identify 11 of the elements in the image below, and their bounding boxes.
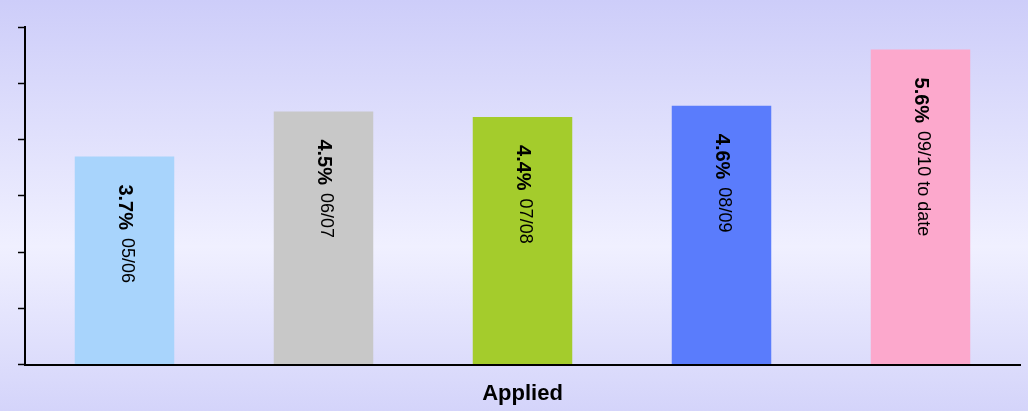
x-tick-label: 08/09	[714, 187, 735, 233]
x-tick-label: 09/10 to date	[913, 131, 934, 237]
x-tick-label: 05/06	[117, 238, 138, 284]
data-label: 4.5%	[313, 139, 336, 186]
data-label: 4.6%	[711, 133, 734, 180]
data-label: 5.6%	[910, 77, 933, 124]
x-tick-label: 07/08	[515, 198, 536, 244]
x-tick-label: 06/07	[316, 192, 337, 239]
data-label: 4.4%	[512, 145, 535, 191]
data-label: 3.7%	[114, 184, 137, 231]
x-axis-title: Applied	[482, 379, 563, 405]
